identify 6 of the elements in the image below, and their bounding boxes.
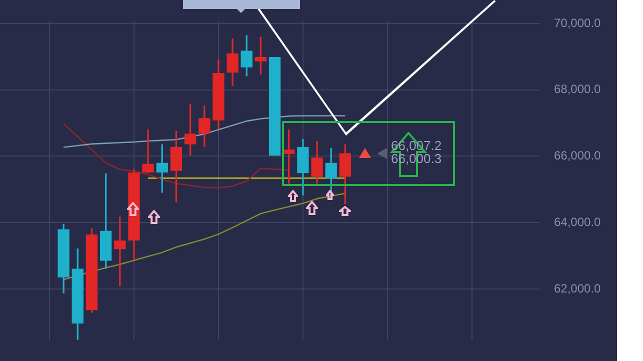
y-tick-label: 66,000.0 [554, 148, 602, 163]
candlestick [142, 129, 154, 174]
y-tick-label: 62,000.0 [554, 281, 602, 296]
y-tick-label: 70,000.0 [554, 16, 602, 30]
y-tick-label: 64,000.0 [554, 214, 602, 229]
y-tick-label: 68,000.0 [554, 82, 602, 96]
